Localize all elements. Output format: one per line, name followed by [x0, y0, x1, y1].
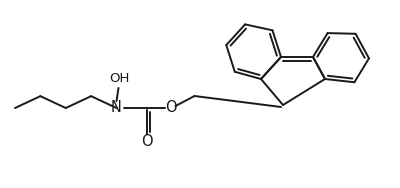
Text: O: O — [141, 133, 152, 149]
Text: O: O — [165, 101, 176, 115]
Text: N: N — [111, 101, 122, 115]
Text: OH: OH — [109, 73, 130, 86]
